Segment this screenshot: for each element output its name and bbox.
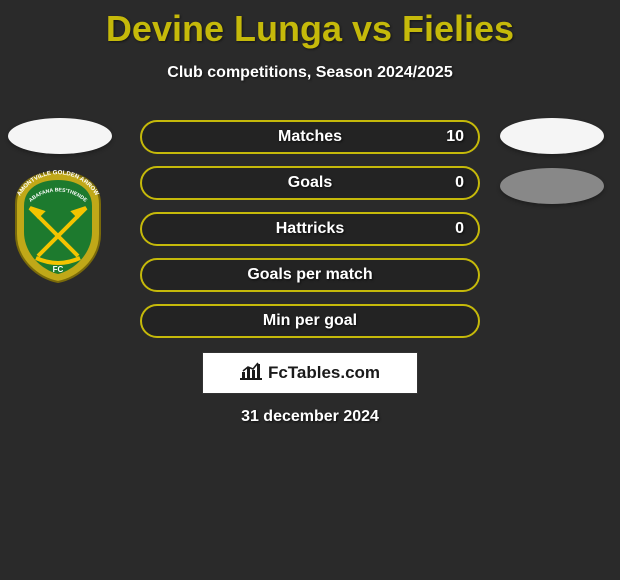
player-right-oval-2 [500,168,604,204]
club-badge-left: LAMONTVILLE GOLDEN ARROWS ABAFANA BES'TH… [8,168,108,284]
stat-label: Goals per match [247,266,372,284]
chart-icon [240,362,262,385]
stat-value-right: 0 [455,174,464,192]
left-player-column: LAMONTVILLE GOLDEN ARROWS ABAFANA BES'TH… [8,118,120,284]
stat-label: Matches [278,128,342,146]
player-right-oval-1 [500,118,604,154]
right-player-column [500,118,612,218]
stat-row-hattricks: Hattricks 0 [140,212,480,246]
stat-value-right: 0 [455,220,464,238]
stat-label: Min per goal [263,312,357,330]
stat-label: Hattricks [276,220,344,238]
date-label: 31 december 2024 [0,408,620,426]
stat-row-min-per-goal: Min per goal [140,304,480,338]
player-left-oval [8,118,112,154]
svg-text:FC: FC [53,265,64,274]
subtitle: Club competitions, Season 2024/2025 [0,64,620,82]
stats-panel: Matches 10 Goals 0 Hattricks 0 Goals per… [140,120,480,350]
stat-row-goals: Goals 0 [140,166,480,200]
stat-label: Goals [288,174,332,192]
brand-text: FcTables.com [268,363,380,383]
stat-row-matches: Matches 10 [140,120,480,154]
stat-row-goals-per-match: Goals per match [140,258,480,292]
brand-badge: FcTables.com [202,352,418,394]
stat-value-right: 10 [446,128,464,146]
page-title: Devine Lunga vs Fielies [0,0,620,50]
